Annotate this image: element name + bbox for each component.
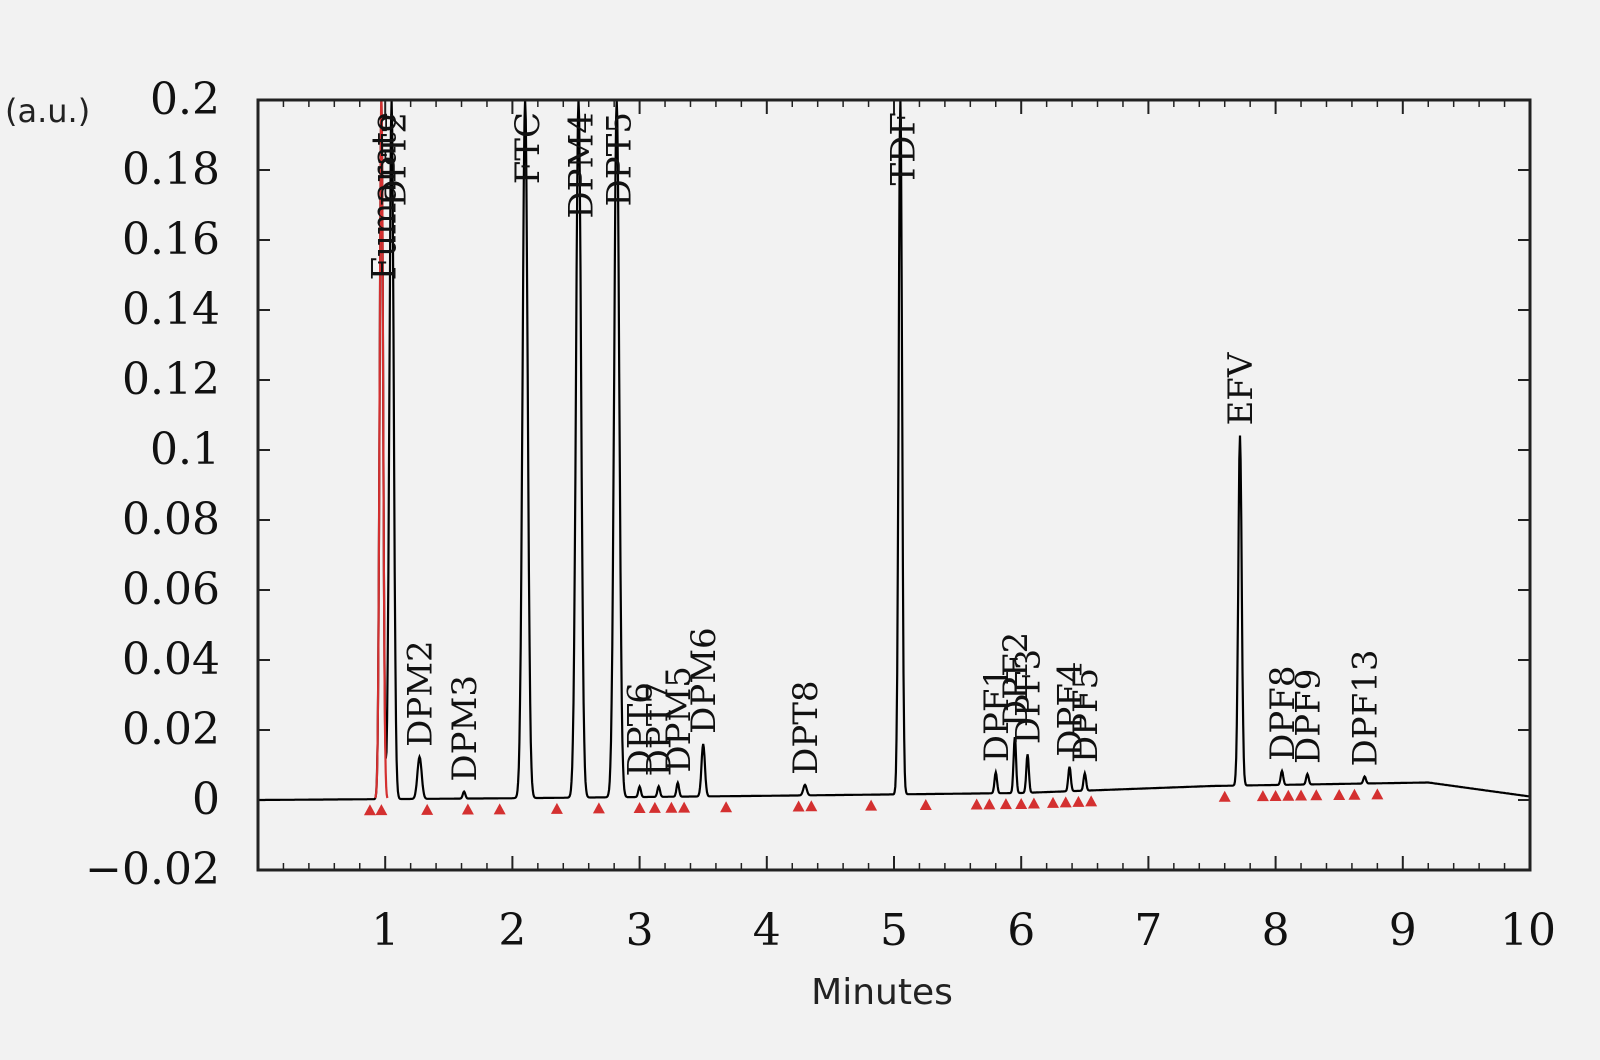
peak-label: DPF9 xyxy=(1288,669,1328,764)
x-tick-label: 4 xyxy=(753,905,781,956)
integration-marker xyxy=(1371,788,1384,800)
peak-label: DPF1 xyxy=(977,667,1017,762)
y-unit-label: (a.u.) xyxy=(5,92,90,130)
peak-label: DPT2 xyxy=(375,112,415,206)
y-tick-label: 0.14 xyxy=(122,284,220,335)
plot-frame xyxy=(256,98,1532,872)
integration-marker xyxy=(633,802,646,814)
integration-marker xyxy=(999,798,1012,810)
integration-marker xyxy=(1047,796,1059,808)
x-tick-label: 6 xyxy=(1007,905,1035,956)
x-tick-label: 2 xyxy=(498,905,526,956)
integration-marker xyxy=(1295,789,1308,801)
integration-marker xyxy=(493,803,506,815)
x-tick-label: 5 xyxy=(880,905,908,956)
peak-label: DPF13 xyxy=(1346,650,1386,767)
peak-label: DPF3 xyxy=(1009,649,1049,744)
integration-marker xyxy=(550,802,563,814)
integration-marker xyxy=(1085,795,1098,807)
integration-marker xyxy=(720,801,733,813)
integration-marker xyxy=(1269,789,1282,801)
x-tick-label: 1 xyxy=(371,905,399,956)
peak-label: DPF8 xyxy=(1263,666,1303,761)
x-tick-label: 10 xyxy=(1500,905,1556,956)
peak-label: DPM3 xyxy=(445,675,485,782)
integration-marker xyxy=(363,804,376,816)
y-tick-label: −0.02 xyxy=(85,844,220,895)
integration-marker xyxy=(665,801,678,813)
integration-marker xyxy=(1059,796,1072,808)
integration-marker xyxy=(678,801,691,813)
x-tick-label: 9 xyxy=(1389,905,1417,956)
y-tick-label: 0.04 xyxy=(122,634,220,685)
x-axis-label: Minutes xyxy=(811,972,953,1013)
x-axis-ticks: 1 2 3 4 5 6 7 8 9 10 xyxy=(282,100,1556,956)
integration-marker xyxy=(421,803,434,815)
integration-marker xyxy=(1310,789,1323,801)
integration-marker xyxy=(983,798,996,810)
y-tick-label: 0 xyxy=(192,774,220,825)
integration-marker xyxy=(970,798,983,810)
peak-label: DPF4 xyxy=(1051,661,1091,756)
y-tick-label: 0.08 xyxy=(122,494,220,545)
peak-label: Fumarate xyxy=(364,112,404,280)
integration-marker xyxy=(919,799,932,811)
peak-label: DPT6 xyxy=(621,682,661,776)
chromatogram-trace xyxy=(258,99,1531,802)
peak-label: DPM5 xyxy=(659,666,699,773)
x-tick-label: 3 xyxy=(626,905,654,956)
peak-label: DPT5 xyxy=(600,112,640,206)
peak-label: DPT7 xyxy=(640,682,680,776)
integration-marker xyxy=(461,803,474,815)
peak-label: DPM4 xyxy=(562,112,602,219)
integration-marker xyxy=(805,800,818,812)
integration-marker xyxy=(1256,790,1269,802)
integration-marker xyxy=(1282,789,1295,801)
integration-marker xyxy=(1072,795,1085,807)
x-tick-label: 7 xyxy=(1134,905,1162,956)
y-tick-label: 0.18 xyxy=(122,144,220,195)
y-tick-label: 0.02 xyxy=(122,704,220,755)
integration-marker xyxy=(792,800,805,812)
peak-label: EFV xyxy=(1221,351,1261,425)
y-tick-label: 0.06 xyxy=(122,564,220,615)
y-tick-label: 0.1 xyxy=(150,424,220,475)
y-axis-ticks: 0.2 0.18 0.16 0.14 0.12 0.1 0.08 0.06 0.04 0.02 0 −… xyxy=(85,74,1530,895)
peak-label: DPM2 xyxy=(401,640,441,747)
y-tick-label: 0.16 xyxy=(122,214,220,265)
integration-marker xyxy=(1015,798,1028,809)
integration-marker xyxy=(1218,790,1231,802)
y-tick-label: 0.2 xyxy=(150,74,220,125)
integration-marker xyxy=(592,802,605,814)
peak-label: FTC xyxy=(508,112,548,184)
integration-marker xyxy=(648,801,661,813)
integration-markers xyxy=(363,788,1384,816)
y-tick-label: 0.12 xyxy=(122,354,220,405)
peak-label: DPF2 xyxy=(996,632,1036,727)
integration-marker xyxy=(865,799,878,811)
peak-label: DPT8 xyxy=(786,680,826,774)
integration-marker xyxy=(375,804,388,816)
integration-marker xyxy=(1027,797,1040,809)
integration-marker xyxy=(1348,788,1361,800)
integration-marker xyxy=(1333,788,1346,800)
y-axis-unit: (a.u.) xyxy=(5,92,90,130)
peak-label: DPM6 xyxy=(684,627,724,734)
peak-label: TDF xyxy=(883,112,923,186)
x-tick-label: 8 xyxy=(1262,905,1290,956)
peak-label: DPF5 xyxy=(1066,668,1106,763)
